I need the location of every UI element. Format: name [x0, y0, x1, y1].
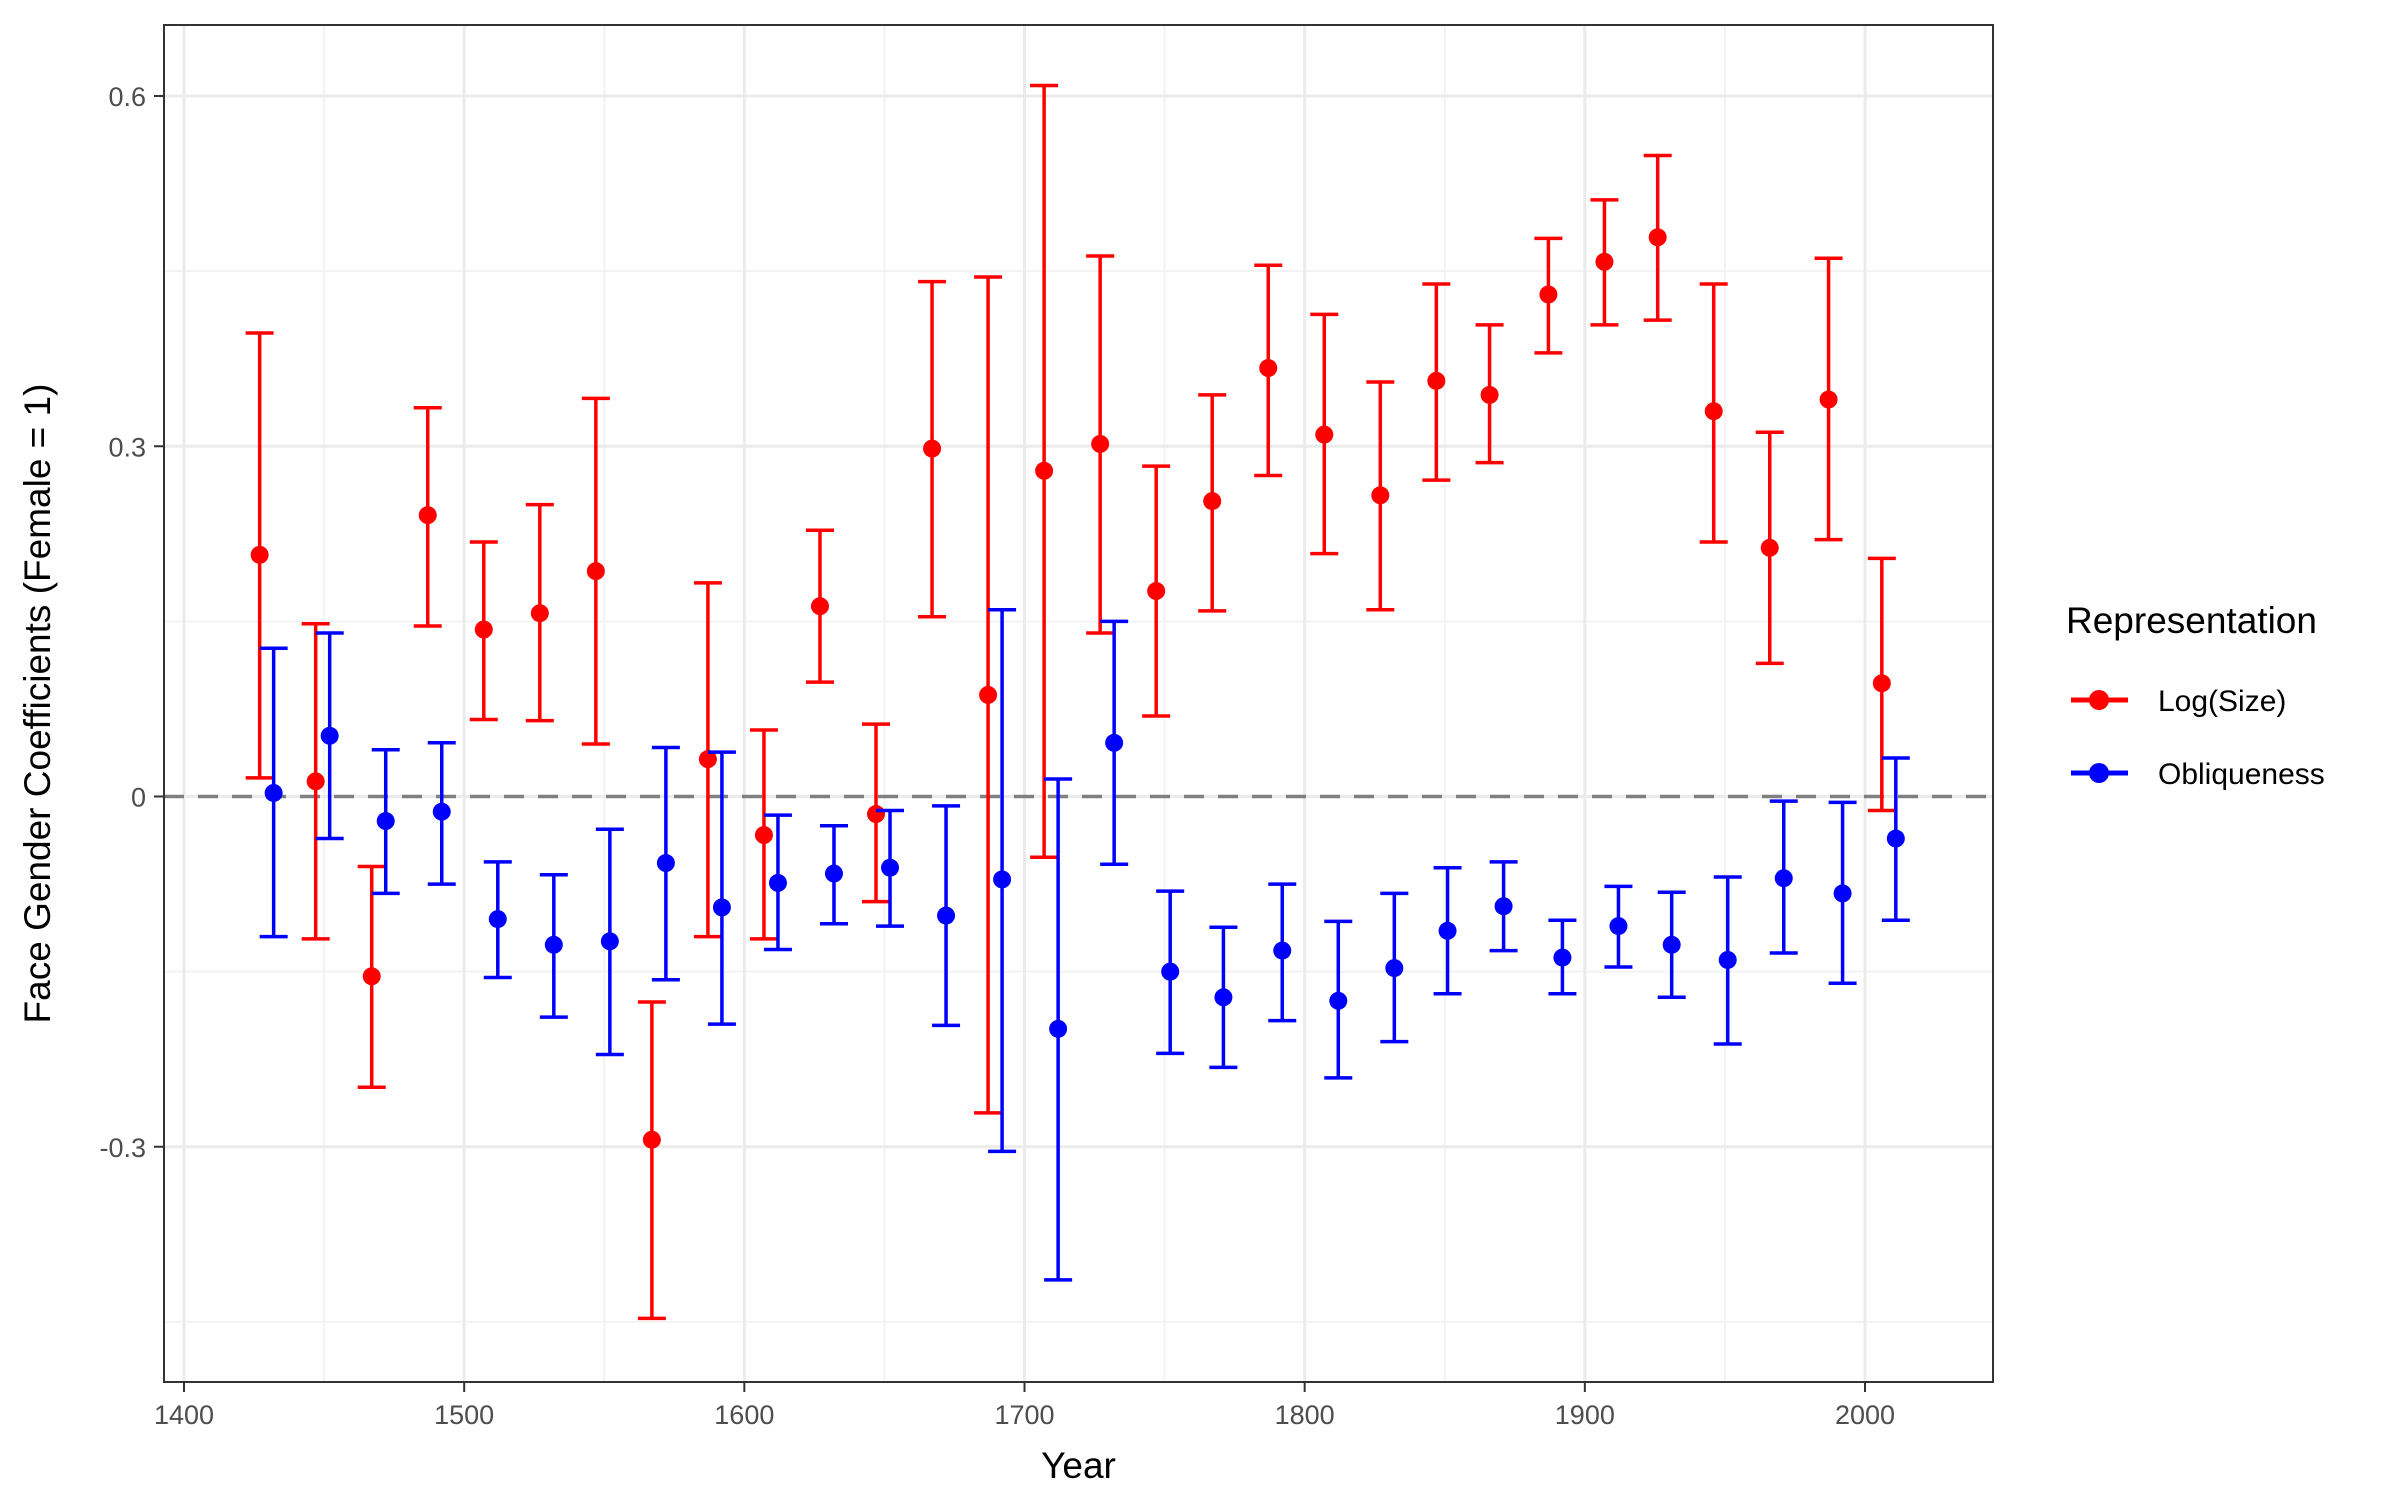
- legend-key-dot-icon: [2089, 763, 2109, 783]
- data-point: [1595, 252, 1614, 271]
- data-point: [1609, 917, 1628, 936]
- data-point: [1553, 948, 1572, 967]
- data-point: [320, 726, 339, 745]
- data-point: [1819, 390, 1838, 409]
- data-point: [418, 506, 437, 525]
- data-point: [586, 562, 605, 581]
- data-point: [768, 873, 787, 892]
- data-point: [923, 439, 942, 458]
- data-point: [1539, 285, 1558, 304]
- y-tick-label: 0.3: [108, 432, 146, 462]
- data-point: [488, 910, 507, 929]
- data-point: [1648, 228, 1667, 247]
- x-tick-label: 1900: [1555, 1400, 1615, 1430]
- data-point: [698, 750, 717, 769]
- gridlines: [164, 25, 1993, 1382]
- data-point: [264, 783, 283, 802]
- data-point: [979, 685, 998, 704]
- data-point: [250, 545, 269, 564]
- data-point: [376, 812, 395, 831]
- legend-key-dot-icon: [2089, 690, 2109, 710]
- data-point: [1049, 1019, 1068, 1038]
- legend-item-obliqueness: Obliqueness: [2071, 758, 2325, 791]
- data-point: [1886, 829, 1905, 848]
- y-tick-label: 0: [131, 783, 146, 813]
- data-point: [810, 597, 829, 616]
- data-point: [1214, 988, 1233, 1007]
- data-point: [1091, 434, 1110, 453]
- data-point: [1203, 492, 1222, 511]
- data-point: [1329, 991, 1348, 1010]
- legend-item-log-size: Log(Size): [2071, 685, 2286, 718]
- data-point: [881, 858, 900, 877]
- data-point: [1105, 733, 1124, 752]
- data-point: [1872, 674, 1891, 693]
- data-point: [1259, 359, 1278, 378]
- data-point: [867, 805, 886, 824]
- data-point: [1427, 371, 1446, 390]
- data-point: [362, 967, 381, 986]
- data-point: [600, 932, 619, 951]
- data-point: [712, 898, 731, 917]
- data-point: [824, 864, 843, 883]
- x-tick-label: 1500: [434, 1400, 494, 1430]
- data-point: [530, 604, 549, 623]
- data-point: [306, 772, 325, 791]
- data-point: [1315, 425, 1334, 444]
- x-tick-label: 1700: [994, 1400, 1054, 1430]
- data-point: [1035, 461, 1054, 480]
- data-point: [1662, 935, 1681, 954]
- y-axis: -0.3 0 0.3 0.6: [99, 82, 164, 1163]
- data-point: [642, 1130, 661, 1149]
- data-point: [1371, 486, 1390, 505]
- data-point: [544, 935, 563, 954]
- x-axis: 1400 1500 1600 1700 1800 1900 2000: [154, 1382, 1895, 1430]
- x-axis-title: Year: [1041, 1445, 1116, 1486]
- plot-panel-border: [163, 24, 1994, 1383]
- data-point: [754, 826, 773, 845]
- data-point: [1774, 869, 1793, 888]
- data-point: [1147, 582, 1166, 601]
- y-tick-label: -0.3: [99, 1133, 146, 1163]
- legend-title: Representation: [2066, 600, 2317, 641]
- legend: Representation Log(Size) Obliqueness: [2066, 600, 2325, 791]
- data-point: [993, 870, 1012, 889]
- data-series: [245, 83, 1910, 1321]
- data-point: [1704, 402, 1723, 421]
- y-tick-label: 0.6: [108, 82, 146, 112]
- data-point: [1438, 921, 1457, 940]
- data-point: [1760, 538, 1779, 557]
- data-point: [1273, 941, 1292, 960]
- x-tick-label: 2000: [1835, 1400, 1895, 1430]
- data-point: [656, 854, 675, 873]
- series-obliqueness: [259, 607, 1910, 1282]
- x-tick-label: 1600: [714, 1400, 774, 1430]
- y-axis-title: Face Gender Coefficients (Female = 1): [17, 384, 58, 1024]
- series-log-size: [245, 83, 1896, 1321]
- x-tick-label: 1400: [154, 1400, 214, 1430]
- data-point: [1833, 884, 1852, 903]
- data-point: [1161, 962, 1180, 981]
- legend-label: Obliqueness: [2158, 758, 2325, 791]
- x-tick-label: 1800: [1275, 1400, 1335, 1430]
- data-point: [474, 620, 493, 639]
- data-point: [1718, 950, 1737, 969]
- data-point: [937, 906, 956, 925]
- data-point: [1385, 959, 1404, 978]
- data-point: [1494, 897, 1513, 916]
- legend-label: Log(Size): [2158, 685, 2286, 718]
- data-point: [1480, 385, 1499, 404]
- data-point: [432, 802, 451, 821]
